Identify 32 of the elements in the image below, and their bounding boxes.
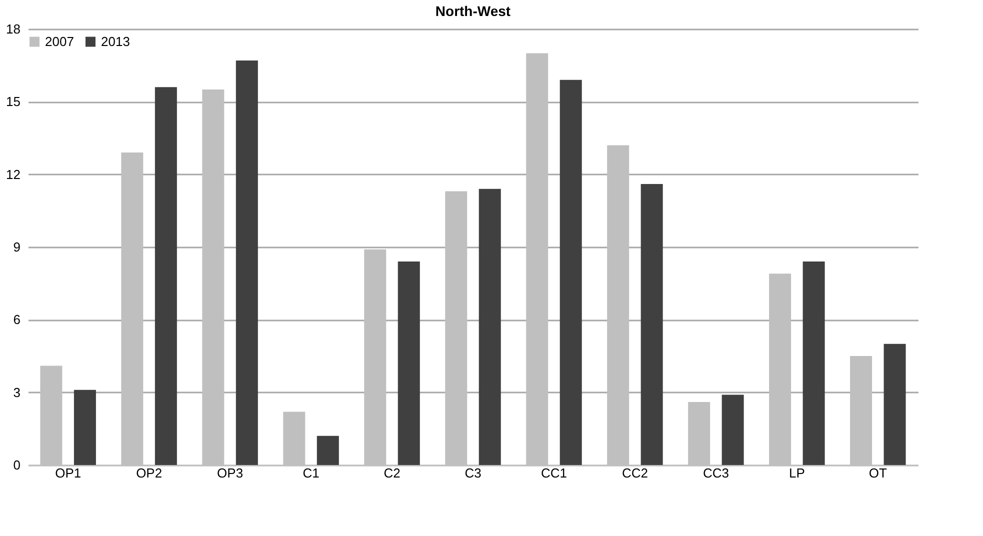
y-tick-label: 15 xyxy=(6,94,20,110)
x-tick-label: CC1 xyxy=(540,466,567,480)
x-tick-label: OP1 xyxy=(55,466,82,480)
x-tick-label: C3 xyxy=(464,466,482,480)
x-tick-label: OP2 xyxy=(136,466,162,480)
x-tick-label: CC3 xyxy=(702,466,729,480)
bar xyxy=(560,80,582,465)
y-tick-label: 0 xyxy=(13,458,20,472)
legend-label: 2013 xyxy=(101,34,130,49)
bar xyxy=(398,262,420,465)
legend-label: 2007 xyxy=(45,34,74,49)
x-tick-label: OT xyxy=(868,466,887,480)
x-tick-label: C1 xyxy=(302,466,320,480)
bar xyxy=(884,344,906,465)
bar xyxy=(316,436,339,465)
x-tick-label: CC2 xyxy=(622,466,648,480)
x-tick-label: LP xyxy=(788,466,805,480)
x-tick-label: OP3 xyxy=(217,466,244,480)
bar xyxy=(478,188,501,465)
bar xyxy=(154,87,177,465)
chart-title: North-West xyxy=(435,3,511,19)
y-tick-label: 6 xyxy=(13,312,20,328)
bar xyxy=(640,184,663,465)
bar xyxy=(722,394,744,465)
y-tick-label: 3 xyxy=(13,384,20,400)
y-tick-label: 12 xyxy=(6,166,20,182)
y-tick-label: 9 xyxy=(13,240,20,254)
x-tick-label: C2 xyxy=(384,466,400,480)
bar xyxy=(236,60,258,465)
y-tick-label: 18 xyxy=(6,22,20,36)
bar xyxy=(802,262,825,465)
bar xyxy=(74,390,96,465)
